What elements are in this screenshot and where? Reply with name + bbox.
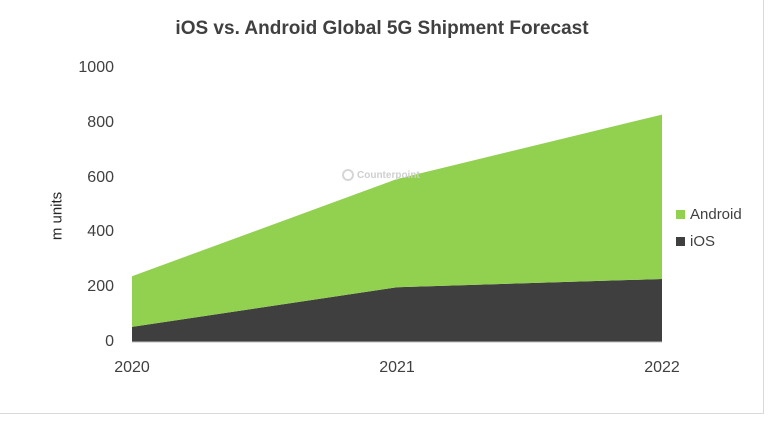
y-tick-label: 400 <box>87 223 114 240</box>
x-tick-label: 2020 <box>114 359 150 376</box>
y-tick-label: 0 <box>105 333 114 350</box>
chart-title: iOS vs. Android Global 5G Shipment Forec… <box>175 18 589 39</box>
y-tick-label: 800 <box>87 114 114 131</box>
legend-swatch-ios <box>676 237 685 246</box>
area-series-ios <box>132 278 662 342</box>
x-tick-label: 2021 <box>379 359 415 376</box>
frame-border <box>0 0 764 414</box>
legend-label-android: Android <box>690 206 742 223</box>
y-tick-label: 200 <box>87 278 114 295</box>
y-tick-label: 600 <box>87 169 114 186</box>
legend-label-ios: iOS <box>690 233 716 250</box>
x-tick-label: 2022 <box>644 359 680 376</box>
area-series-android <box>132 114 662 327</box>
legend-swatch-android <box>676 210 685 219</box>
watermark: Counterpoint <box>342 169 420 181</box>
counterpoint-logo-icon <box>342 169 354 181</box>
y-tick-label: 1000 <box>78 59 114 76</box>
watermark-text: Counterpoint <box>357 169 420 181</box>
legend-item-android: Android <box>676 206 742 223</box>
legend-item-ios: iOS <box>676 233 715 250</box>
